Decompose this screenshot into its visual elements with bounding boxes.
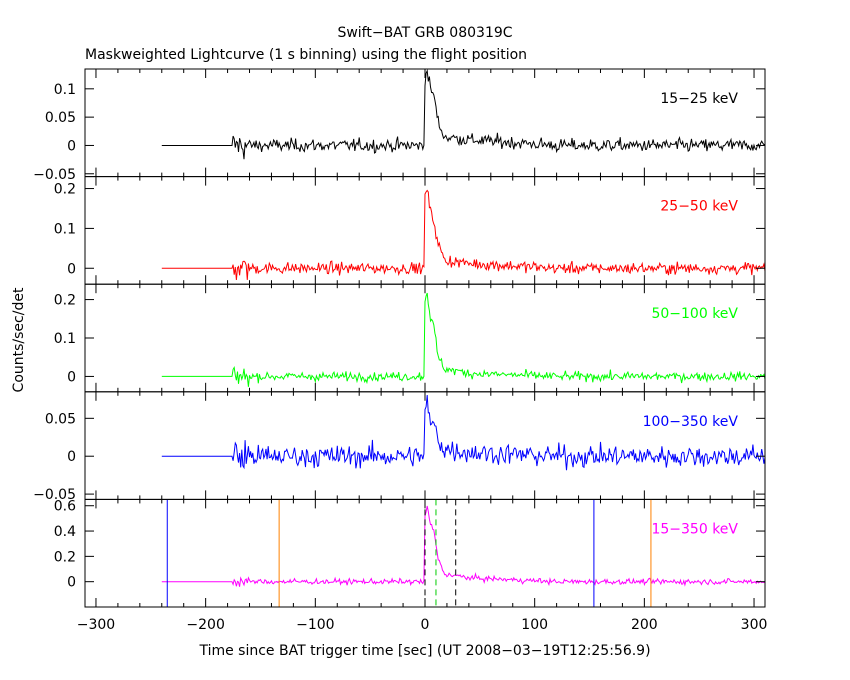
y-tick-label: 0.2 — [54, 549, 76, 565]
y-tick-label: −0.05 — [33, 167, 76, 183]
panel-3: 0 0.1 0.2 50−100 keV — [54, 283, 766, 393]
y-tick-label: 0 — [67, 138, 76, 154]
y-tick-label: 0 — [67, 575, 76, 591]
panel-frame — [84, 391, 766, 500]
series-line — [161, 394, 766, 471]
x-tick-label: −300 — [77, 617, 115, 633]
y-tick-label: 0.1 — [54, 221, 76, 237]
chart-subtitle: Maskweighted Lightcurve (1 s binning) us… — [85, 47, 527, 63]
series-line — [161, 292, 766, 387]
x-tick-label: 200 — [631, 617, 658, 633]
series-line — [161, 505, 766, 587]
y-tick-label: 0.1 — [54, 331, 76, 347]
panel-2: 0 0.1 0.2 25−50 keV — [54, 176, 766, 285]
band-label: 15−350 keV — [651, 521, 738, 537]
y-tick-label: 0.2 — [54, 182, 76, 198]
y-tick-label: 0.05 — [45, 110, 76, 126]
y-tick-label: 0.1 — [54, 82, 76, 98]
y-tick-label: 0.2 — [54, 293, 76, 309]
x-tick-label: 100 — [521, 617, 548, 633]
y-tick-label: 0 — [67, 369, 76, 385]
series-line — [161, 189, 766, 281]
band-label: 50−100 keV — [651, 306, 738, 322]
y-tick-label: 0.4 — [54, 524, 76, 540]
x-tick-label: 300 — [741, 617, 768, 633]
panel-4: −0.05 0 0.05 100−350 keV — [33, 391, 766, 503]
chart-title: Swift−BAT GRB 080319C — [337, 25, 512, 41]
x-tick-label: 0 — [421, 617, 430, 633]
band-label: 15−25 keV — [660, 91, 738, 107]
y-tick-label: −0.05 — [33, 487, 76, 503]
y-axis-label: Counts/sec/det — [11, 287, 27, 392]
y-tick-label: 0.6 — [54, 499, 76, 515]
y-tick-label: 0.05 — [45, 411, 76, 427]
panel-5: 0 0.2 0.4 0.6 15−350 keV — [54, 499, 766, 608]
band-label: 100−350 keV — [643, 414, 739, 430]
x-axis-label: Time since BAT trigger time [sec] (UT 20… — [198, 643, 650, 659]
x-tick-label: −100 — [296, 617, 334, 633]
y-tick-label: 0 — [67, 261, 76, 277]
panel-1: −0.05 0 0.05 0.1 15−25 keV — [33, 68, 766, 183]
y-tick-label: 0 — [67, 449, 76, 465]
x-tick-label: −200 — [186, 617, 224, 633]
band-label: 25−50 keV — [660, 199, 738, 215]
series-line — [161, 68, 766, 160]
